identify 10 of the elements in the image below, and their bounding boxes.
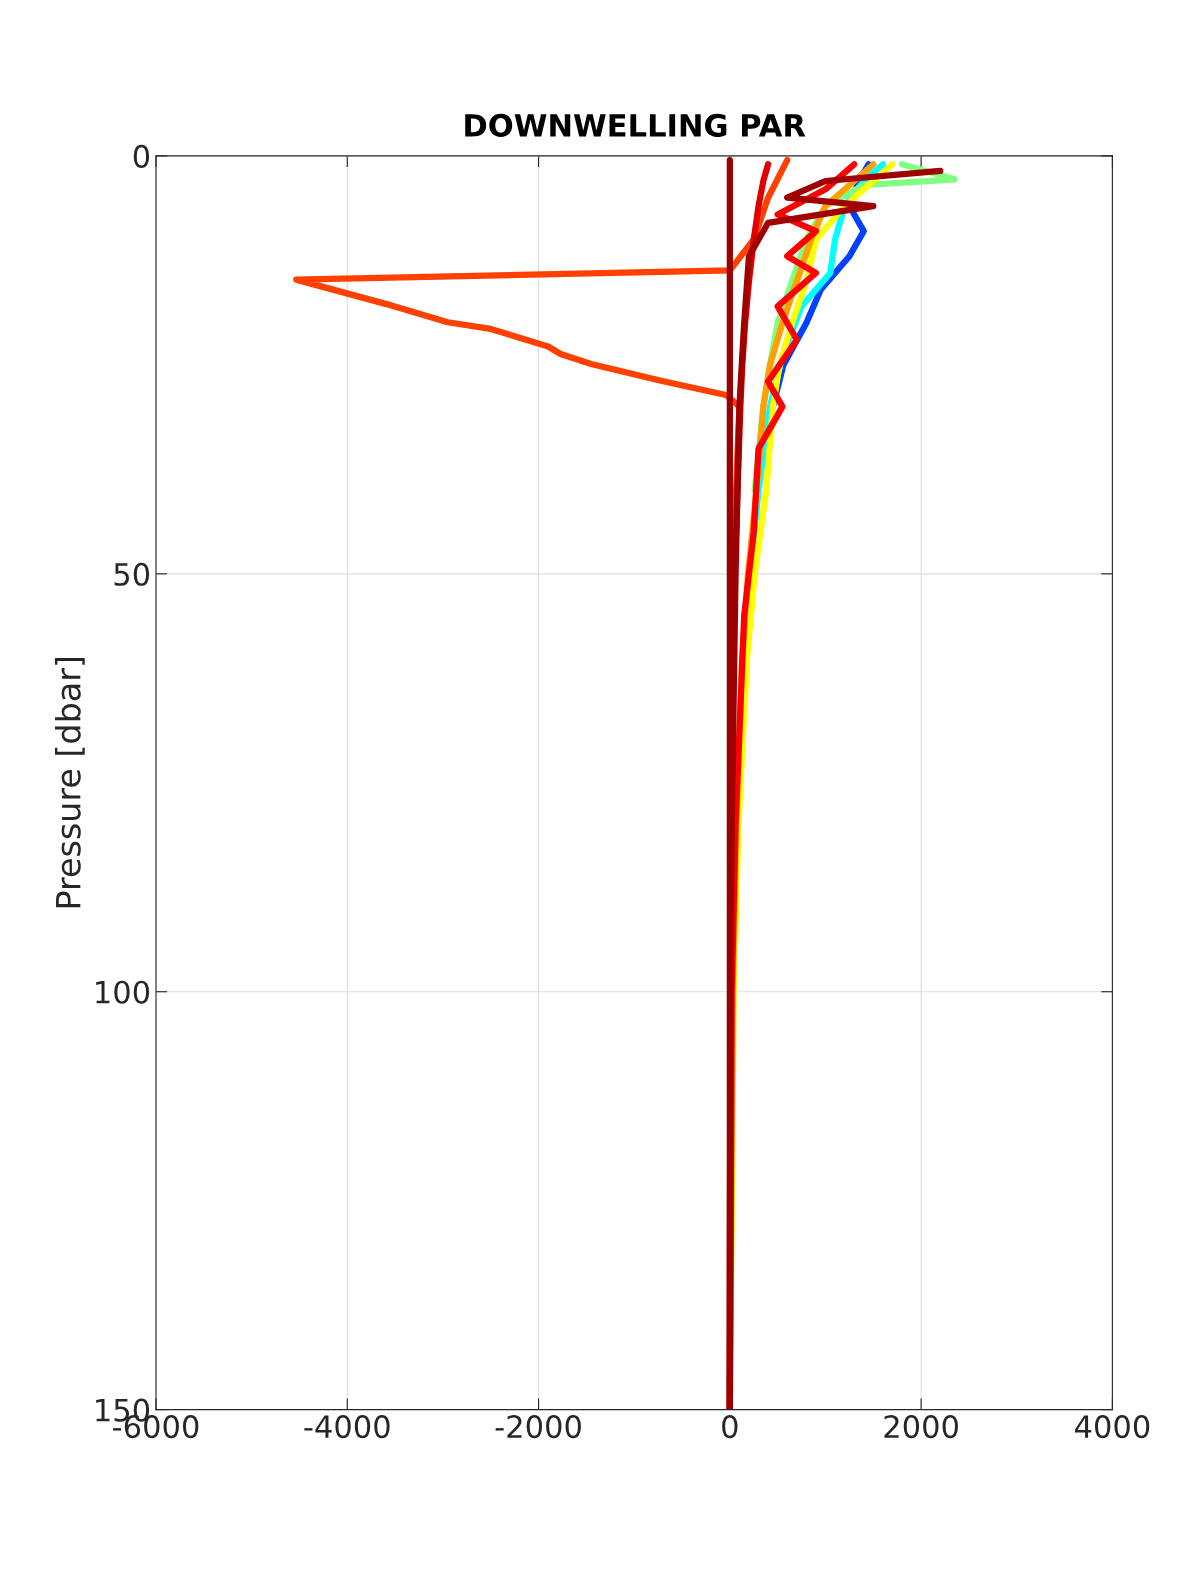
- x-tick-label: -4000: [304, 1415, 390, 1439]
- chart-title: DOWNWELLING PAR: [465, 113, 806, 137]
- y-tick-label: 100: [96, 980, 150, 1004]
- y-tick-label: 0: [133, 144, 150, 168]
- x-tick-label: 2000: [884, 1415, 958, 1439]
- x-tick-label: 4000: [1075, 1415, 1150, 1439]
- x-tick-label: -2000: [495, 1415, 581, 1439]
- y-axis-title: Pressure [dbar]: [55, 657, 85, 908]
- y-tick-label: 50: [114, 562, 150, 586]
- x-tick-label: 0: [722, 1415, 738, 1439]
